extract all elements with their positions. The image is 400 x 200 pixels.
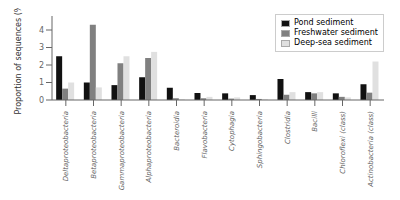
svg-text:Cytophagia: Cytophagia	[228, 111, 236, 151]
svg-text:Proportion of sequences (%): Proportion of sequences (%)	[14, 8, 23, 115]
svg-text:Deltaproteobacteria: Deltaproteobacteria	[62, 111, 70, 181]
svg-text:Bacteroidia: Bacteroidia	[173, 111, 181, 151]
svg-text:2: 2	[39, 61, 44, 70]
svg-text:Alphaproteobacteria: Alphaproteobacteria	[145, 111, 153, 184]
svg-text:4: 4	[39, 26, 44, 35]
svg-text:Bacilli: Bacilli	[311, 111, 319, 132]
svg-text:Flavobacteria: Flavobacteria	[201, 111, 209, 158]
html-text:Deep-sea sediment: Deep-sea sediment	[294, 38, 372, 47]
svg-text:3: 3	[39, 43, 44, 52]
svg-text:Sphingobacteria: Sphingobacteria	[256, 111, 264, 168]
html-text:Freshwater sediment: Freshwater sediment	[294, 28, 378, 37]
svg-text:Actinobacteria (class): Actinobacteria (class)	[367, 111, 375, 188]
html-text:Pond sediment: Pond sediment	[294, 18, 354, 27]
svg-text:0: 0	[39, 96, 44, 105]
svg-text:Clostridia: Clostridia	[284, 111, 292, 144]
svg-text:Chloroflexi (class): Chloroflexi (class)	[339, 111, 347, 174]
svg-text:1: 1	[39, 78, 44, 87]
svg-text:Betaproteobacteria: Betaproteobacteria	[90, 111, 98, 179]
svg-text:Gammaproteobacteria: Gammaproteobacteria	[118, 111, 126, 190]
